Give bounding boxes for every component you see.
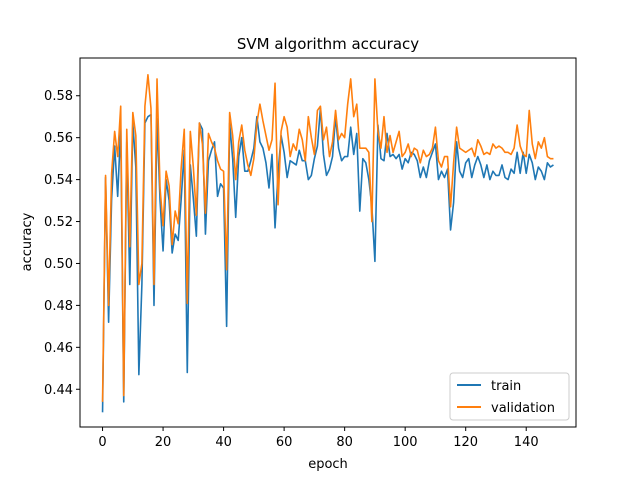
y-axis-ticks: 0.44 0.46 0.48 0.50 0.52 0.54 0.56 0.58 xyxy=(44,89,80,398)
x-tick-label: 80 xyxy=(336,435,353,450)
y-tick-label: 0.50 xyxy=(44,257,73,272)
legend: train validation xyxy=(449,372,570,421)
series-line-validation xyxy=(101,73,554,402)
y-tick-label: 0.44 xyxy=(44,383,73,398)
series-line-train xyxy=(101,107,554,413)
x-tick-label: 60 xyxy=(276,435,293,450)
plot-frame xyxy=(79,57,577,428)
y-tick-label: 0.48 xyxy=(44,299,73,314)
x-tick-label: 100 xyxy=(393,435,418,450)
plot-area xyxy=(79,57,577,428)
y-tick-label: 0.46 xyxy=(44,341,73,356)
y-tick-label: 0.52 xyxy=(44,215,73,230)
y-tick-label: 0.58 xyxy=(44,89,73,104)
y-tick-label: 0.56 xyxy=(44,131,73,146)
x-axis-ticks: 0 20 40 60 80 100 120 140 xyxy=(98,427,539,450)
y-axis-label: accuracy xyxy=(20,212,35,271)
chart-title: SVM algorithm accuracy xyxy=(237,35,419,53)
legend-label-train: train xyxy=(491,379,521,394)
x-tick-label: 140 xyxy=(514,435,539,450)
x-tick-label: 20 xyxy=(155,435,172,450)
x-tick-label: 40 xyxy=(215,435,232,450)
x-axis-label: epoch xyxy=(308,457,348,472)
series-layer xyxy=(101,73,554,413)
legend-label-validation: validation xyxy=(491,401,555,416)
x-tick-label: 0 xyxy=(98,435,106,450)
y-tick-label: 0.54 xyxy=(44,173,73,188)
x-tick-label: 120 xyxy=(453,435,478,450)
